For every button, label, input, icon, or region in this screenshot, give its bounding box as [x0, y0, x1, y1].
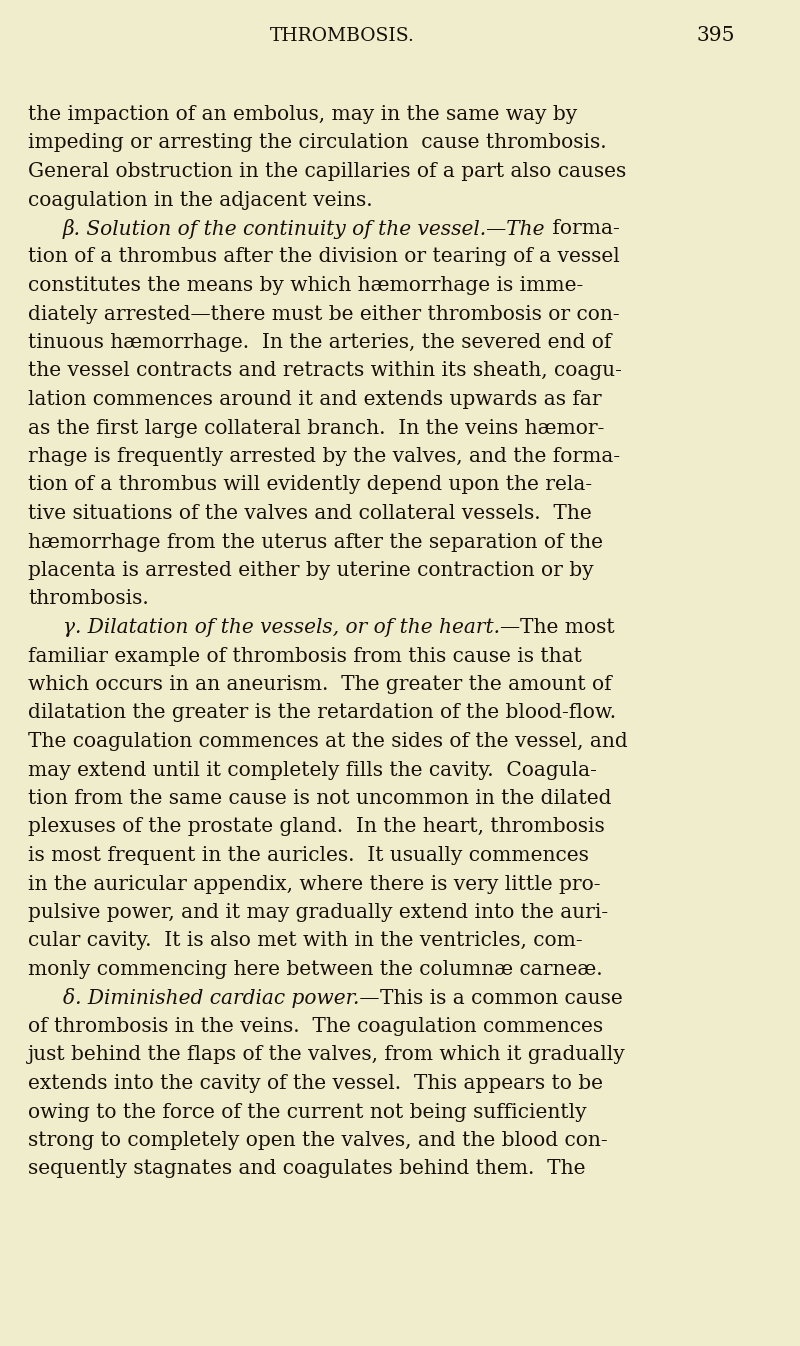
Text: owing to the force of the current not being sufficiently: owing to the force of the current not be… — [28, 1102, 586, 1121]
Text: This is a common cause: This is a common cause — [379, 988, 622, 1008]
Text: the impaction of an embolus, may in the same way by: the impaction of an embolus, may in the … — [28, 105, 578, 124]
Text: THROMBOSIS.: THROMBOSIS. — [270, 27, 415, 44]
Text: pulsive power, and it may gradually extend into the auri-: pulsive power, and it may gradually exte… — [28, 903, 608, 922]
Text: in the auricular appendix, where there is very little pro-: in the auricular appendix, where there i… — [28, 875, 601, 894]
Text: coagulation in the adjacent veins.: coagulation in the adjacent veins. — [28, 191, 373, 210]
Text: General obstruction in the capillaries of a part also causes: General obstruction in the capillaries o… — [28, 162, 626, 180]
Text: δ. Diminished cardiac power.—: δ. Diminished cardiac power.— — [63, 988, 379, 1008]
Text: hæmorrhage from the uterus after the separation of the: hæmorrhage from the uterus after the sep… — [28, 533, 603, 552]
Text: sequently stagnates and coagulates behind them.  The: sequently stagnates and coagulates behin… — [28, 1159, 586, 1179]
Text: which occurs in an aneurism.  The greater the amount of: which occurs in an aneurism. The greater… — [28, 674, 612, 695]
Text: tion of a thrombus after the division or tearing of a vessel: tion of a thrombus after the division or… — [28, 248, 620, 267]
Text: may extend until it completely fills the cavity.  Coagula-: may extend until it completely fills the… — [28, 760, 597, 779]
Text: monly commencing here between the columnæ carneæ.: monly commencing here between the column… — [28, 960, 602, 979]
Text: strong to completely open the valves, and the blood con-: strong to completely open the valves, an… — [28, 1131, 608, 1149]
Text: tion of a thrombus will evidently depend upon the rela-: tion of a thrombus will evidently depend… — [28, 475, 592, 494]
Text: as the first large collateral branch.  In the veins hæmor-: as the first large collateral branch. In… — [28, 419, 604, 437]
Text: β. Solution of the continuity of the vessel.—The: β. Solution of the continuity of the ves… — [63, 219, 546, 240]
Text: extends into the cavity of the vessel.  This appears to be: extends into the cavity of the vessel. T… — [28, 1074, 603, 1093]
Text: dilatation the greater is the retardation of the blood-flow.: dilatation the greater is the retardatio… — [28, 704, 616, 723]
Text: of thrombosis in the veins.  The coagulation commences: of thrombosis in the veins. The coagulat… — [28, 1018, 603, 1036]
Text: tion from the same cause is not uncommon in the dilated: tion from the same cause is not uncommon… — [28, 789, 611, 808]
Text: just behind the flaps of the valves, from which it gradually: just behind the flaps of the valves, fro… — [28, 1046, 626, 1065]
Text: tive situations of the valves and collateral vessels.  The: tive situations of the valves and collat… — [28, 503, 592, 524]
Text: γ. Dilatation of the vessels, or of the heart.—: γ. Dilatation of the vessels, or of the … — [63, 618, 520, 637]
Text: thrombosis.: thrombosis. — [28, 590, 149, 608]
Text: plexuses of the prostate gland.  In the heart, thrombosis: plexuses of the prostate gland. In the h… — [28, 817, 605, 836]
Text: diately arrested—there must be either thrombosis or con-: diately arrested—there must be either th… — [28, 304, 620, 323]
Text: forma-: forma- — [546, 219, 619, 238]
Text: constitutes the means by which hæmorrhage is imme-: constitutes the means by which hæmorrhag… — [28, 276, 583, 295]
Text: is most frequent in the auricles.  It usually commences: is most frequent in the auricles. It usu… — [28, 847, 589, 865]
Text: cular cavity.  It is also met with in the ventricles, com-: cular cavity. It is also met with in the… — [28, 931, 582, 950]
Text: lation commences around it and extends upwards as far: lation commences around it and extends u… — [28, 390, 602, 409]
Text: 395: 395 — [697, 26, 735, 44]
Text: tinuous hæmorrhage.  In the arteries, the severed end of: tinuous hæmorrhage. In the arteries, the… — [28, 332, 611, 353]
Text: the vessel contracts and retracts within its sheath, coagu-: the vessel contracts and retracts within… — [28, 362, 622, 381]
Text: familiar example of thrombosis from this cause is that: familiar example of thrombosis from this… — [28, 646, 582, 665]
Text: The coagulation commences at the sides of the vessel, and: The coagulation commences at the sides o… — [28, 732, 628, 751]
Text: The most: The most — [520, 618, 614, 637]
Text: impeding or arresting the circulation  cause thrombosis.: impeding or arresting the circulation ca… — [28, 133, 606, 152]
Text: rhage is frequently arrested by the valves, and the forma-: rhage is frequently arrested by the valv… — [28, 447, 620, 466]
Text: placenta is arrested either by uterine contraction or by: placenta is arrested either by uterine c… — [28, 561, 594, 580]
